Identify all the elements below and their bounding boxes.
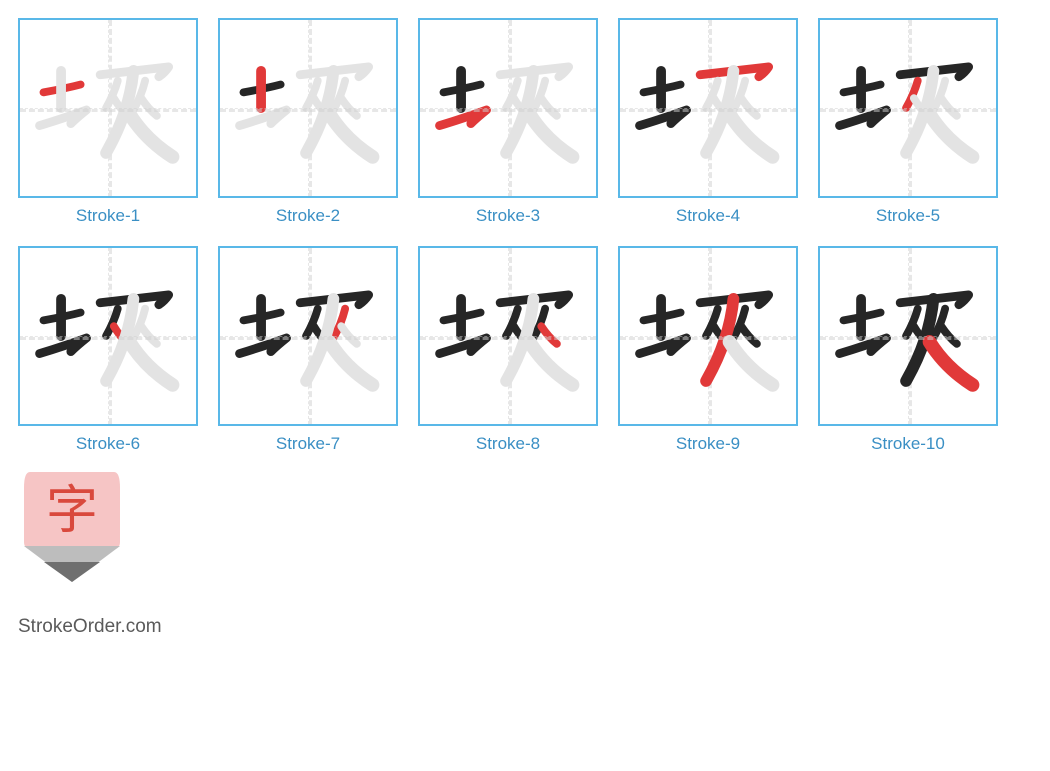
stroke-box [818, 246, 998, 426]
stroke-cell: Stroke-3 [418, 18, 598, 226]
stroke-path [530, 342, 573, 385]
stroke-box [218, 18, 398, 198]
stroke-label: Stroke-9 [676, 434, 740, 454]
stroke-cell: Stroke-5 [818, 18, 998, 226]
stroke-path [930, 114, 973, 157]
stroke-cell: Stroke-8 [418, 246, 598, 454]
stroke-path [941, 326, 957, 344]
stroke-path [730, 114, 773, 157]
stroke-label: Stroke-5 [876, 206, 940, 226]
stroke-label: Stroke-4 [676, 206, 740, 226]
site-logo: 字 [18, 464, 126, 592]
stroke-cell: Stroke-2 [218, 18, 398, 226]
stroke-label: Stroke-3 [476, 206, 540, 226]
stroke-label: Stroke-7 [276, 434, 340, 454]
stroke-path [541, 326, 557, 344]
stroke-label: Stroke-6 [76, 434, 140, 454]
stroke-box [418, 246, 598, 426]
stroke-box [818, 18, 998, 198]
stroke-box [618, 18, 798, 198]
stroke-cell: Stroke-6 [18, 246, 198, 454]
stroke-label: Stroke-1 [76, 206, 140, 226]
stroke-box [418, 18, 598, 198]
stroke-box [18, 246, 198, 426]
stroke-label: Stroke-8 [476, 434, 540, 454]
stroke-path [130, 114, 173, 157]
stroke-path [330, 342, 373, 385]
stroke-box [618, 246, 798, 426]
stroke-box [218, 246, 398, 426]
stroke-path [530, 114, 573, 157]
stroke-grid: Stroke-1 Stroke-2 Stroke-3 Stroke-4 Stroke-5… [18, 18, 1032, 454]
stroke-path [330, 114, 373, 157]
stroke-cell: Stroke-1 [18, 18, 198, 226]
stroke-path [130, 342, 173, 385]
stroke-cell: Stroke-4 [618, 18, 798, 226]
stroke-cell: Stroke-7 [218, 246, 398, 454]
stroke-cell: Stroke-9 [618, 246, 798, 454]
stroke-path [741, 98, 757, 116]
stroke-label: Stroke-2 [276, 206, 340, 226]
stroke-path [141, 326, 157, 344]
stroke-path [730, 342, 773, 385]
stroke-path [741, 326, 757, 344]
logo-character: 字 [46, 483, 98, 540]
stroke-box [18, 18, 198, 198]
watermark-text: StrokeOrder.com [18, 616, 1032, 638]
stroke-path [541, 98, 557, 116]
stroke-path [141, 98, 157, 116]
stroke-path [341, 326, 357, 344]
stroke-path [941, 98, 957, 116]
stroke-path [341, 98, 357, 116]
stroke-label: Stroke-10 [871, 434, 945, 454]
stroke-path [930, 342, 973, 385]
stroke-cell: Stroke-10 [818, 246, 998, 454]
